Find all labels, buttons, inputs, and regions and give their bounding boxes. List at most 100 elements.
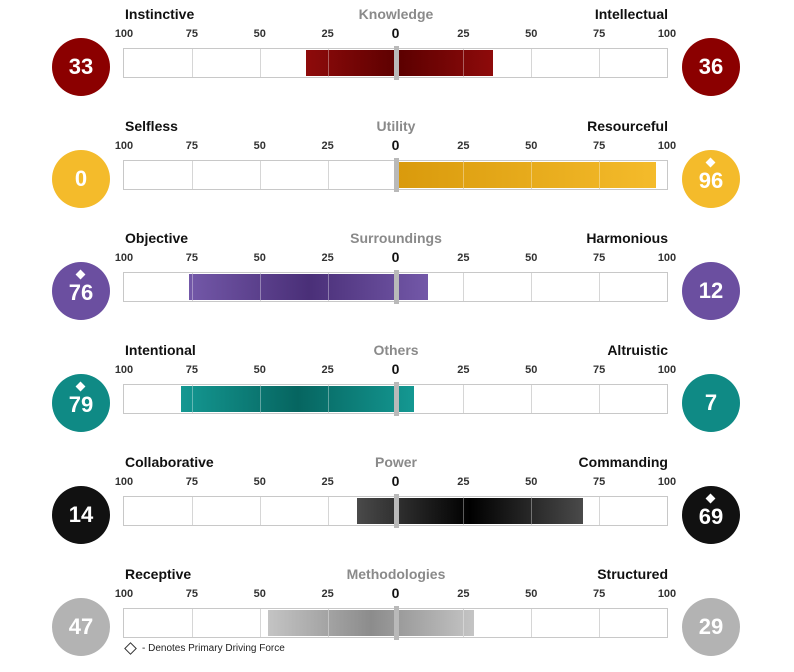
tick-label: 75 — [593, 476, 606, 488]
left-label: Intentional — [125, 342, 196, 358]
tick-label: 25 — [457, 588, 470, 600]
right-label: Commanding — [578, 454, 668, 470]
tick-label: 75 — [593, 252, 606, 264]
tick-label: 25 — [457, 476, 470, 488]
left-score-badge: 79 — [52, 374, 110, 432]
gridline — [599, 273, 601, 301]
tick-label: 25 — [321, 28, 334, 40]
right-score-badge: 12 — [682, 262, 740, 320]
tick-label: 100 — [657, 252, 677, 264]
tick-label: 50 — [525, 588, 538, 600]
tick-label: 50 — [253, 28, 266, 40]
bar-gridline — [191, 274, 193, 300]
zero-axis — [393, 270, 399, 304]
tick-label: 0 — [391, 361, 400, 377]
tick-label: 0 — [391, 585, 400, 601]
tick-label: 50 — [525, 252, 538, 264]
tick-label: 100 — [114, 476, 134, 488]
bar-track — [123, 494, 668, 528]
tick-label: 50 — [525, 28, 538, 40]
gridline — [463, 273, 465, 301]
row-title: Knowledge — [358, 6, 434, 22]
bar-gridline — [531, 162, 533, 188]
row-title: Surroundings — [350, 230, 442, 246]
zero-axis — [393, 494, 399, 528]
left-label: Selfless — [125, 118, 178, 134]
tick-label: 75 — [593, 28, 606, 40]
bar-gridline — [599, 162, 601, 188]
zero-axis — [393, 606, 399, 640]
gridline — [259, 49, 261, 77]
right-score-badge: 96 — [682, 150, 740, 208]
tick-label: 75 — [185, 588, 198, 600]
bar-gridline — [191, 386, 193, 412]
tick-label: 25 — [321, 140, 334, 152]
left-score: 76 — [68, 280, 94, 305]
tick-label: 75 — [593, 140, 606, 152]
tick-label: 50 — [525, 476, 538, 488]
primary-diamond-icon — [75, 269, 86, 280]
zero-axis — [393, 158, 399, 192]
right-score: 7 — [704, 390, 718, 415]
bar-fill — [189, 274, 429, 300]
bar-track — [123, 270, 668, 304]
right-score: 96 — [698, 168, 724, 193]
tick-label: 100 — [657, 476, 677, 488]
row-title: Methodologies — [346, 566, 446, 582]
gridline — [599, 49, 601, 77]
left-score-badge: 0 — [52, 150, 110, 208]
tick-label: 25 — [457, 364, 470, 376]
chart-row: Instinctive Knowledge Intellectual 100 75 50 2… — [0, 0, 794, 112]
left-score: 79 — [68, 392, 94, 417]
gridline — [463, 385, 465, 413]
bar-gridline — [463, 162, 465, 188]
chart-row: Objective Surroundings Harmonious 100 75 50 25… — [0, 224, 794, 336]
bar-gridline — [463, 610, 465, 636]
bar-track — [123, 158, 668, 192]
gridline — [191, 161, 193, 189]
tick-label: 0 — [391, 25, 400, 41]
bar-gridline — [259, 274, 261, 300]
left-score-badge: 47 — [52, 598, 110, 656]
right-score: 12 — [698, 278, 724, 303]
tick-label: 25 — [457, 140, 470, 152]
bar-fill — [267, 610, 475, 636]
chart-row: Intentional Others Altruistic 100 75 50 25 0 25 5… — [0, 336, 794, 448]
tick-label: 50 — [253, 252, 266, 264]
tick-label: 100 — [657, 364, 677, 376]
right-score-badge: 69 — [682, 486, 740, 544]
legend: - Denotes Primary Driving Force — [124, 642, 285, 655]
tick-label: 50 — [253, 476, 266, 488]
right-score-badge: 36 — [682, 38, 740, 96]
gridline — [191, 49, 193, 77]
tick-label: 75 — [593, 364, 606, 376]
tick-label: 50 — [253, 588, 266, 600]
gridline — [259, 497, 261, 525]
tick-label: 75 — [185, 140, 198, 152]
bar-gridline — [327, 386, 329, 412]
left-label: Collaborative — [125, 454, 214, 470]
bar-fill — [305, 50, 494, 76]
gridline — [599, 385, 601, 413]
left-label: Instinctive — [125, 6, 195, 22]
tick-label: 25 — [321, 476, 334, 488]
tick-label: 50 — [253, 364, 266, 376]
tick-label: 0 — [391, 249, 400, 265]
chart-row: Collaborative Power Commanding 100 75 50 25 0 25… — [0, 448, 794, 560]
right-label: Resourceful — [587, 118, 668, 134]
bar-track — [123, 46, 668, 80]
bar-gridline — [463, 50, 465, 76]
gridline — [531, 609, 533, 637]
left-label: Receptive — [125, 566, 192, 582]
tick-label: 25 — [321, 364, 334, 376]
tick-label: 25 — [457, 252, 470, 264]
gridline — [191, 609, 193, 637]
zero-axis — [393, 46, 399, 80]
right-score: 69 — [698, 504, 724, 529]
tick-label: 50 — [525, 140, 538, 152]
right-score: 29 — [698, 614, 724, 639]
bar-fill — [395, 162, 657, 188]
tick-label: 0 — [391, 473, 400, 489]
bar-fill — [357, 498, 583, 524]
tick-label: 50 — [525, 364, 538, 376]
